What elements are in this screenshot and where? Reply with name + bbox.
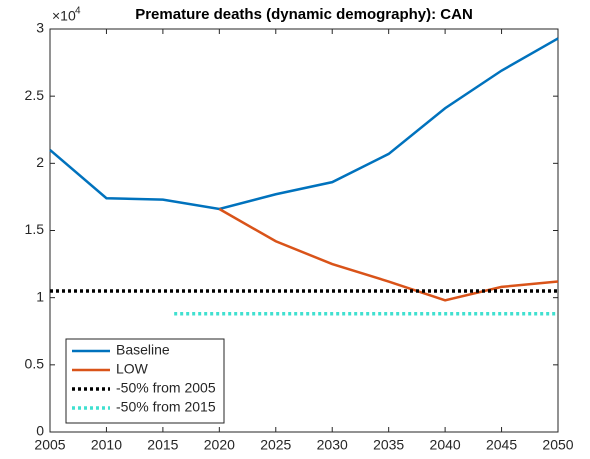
series-line — [49, 37, 559, 211]
y-exponent-base: ×10 — [52, 8, 76, 24]
x-tick-label: 2050 — [542, 437, 573, 453]
x-tick-label: 2040 — [430, 437, 461, 453]
chart-title: Premature deaths (dynamic demography): C… — [135, 6, 473, 23]
legend-label: -50% from 2015 — [116, 399, 216, 415]
x-tick-label: 2020 — [204, 437, 235, 453]
x-tick-label: 2010 — [91, 437, 122, 453]
y-tick-label: 0 — [36, 423, 44, 439]
x-tick-label: 2035 — [373, 437, 404, 453]
y-tick-label: 1 — [36, 288, 44, 304]
y-tick-label: 1.5 — [25, 221, 45, 237]
y-tick-label: 2 — [36, 154, 44, 170]
legend-label: -50% from 2005 — [116, 380, 216, 396]
y-tick-label: 0.5 — [25, 356, 45, 372]
x-tick-label: 2005 — [34, 437, 65, 453]
x-tick-label: 2045 — [486, 437, 517, 453]
legend-label: Baseline — [116, 342, 170, 358]
x-tick-label: 2030 — [317, 437, 348, 453]
y-tick-label: 3 — [36, 20, 44, 36]
legend-label: LOW — [116, 361, 149, 377]
x-tick-label: 2015 — [147, 437, 178, 453]
y-exponent: 4 — [75, 6, 81, 17]
y-tick-label: 2.5 — [25, 87, 45, 103]
series-line — [218, 207, 559, 302]
x-tick-label: 2025 — [260, 437, 291, 453]
